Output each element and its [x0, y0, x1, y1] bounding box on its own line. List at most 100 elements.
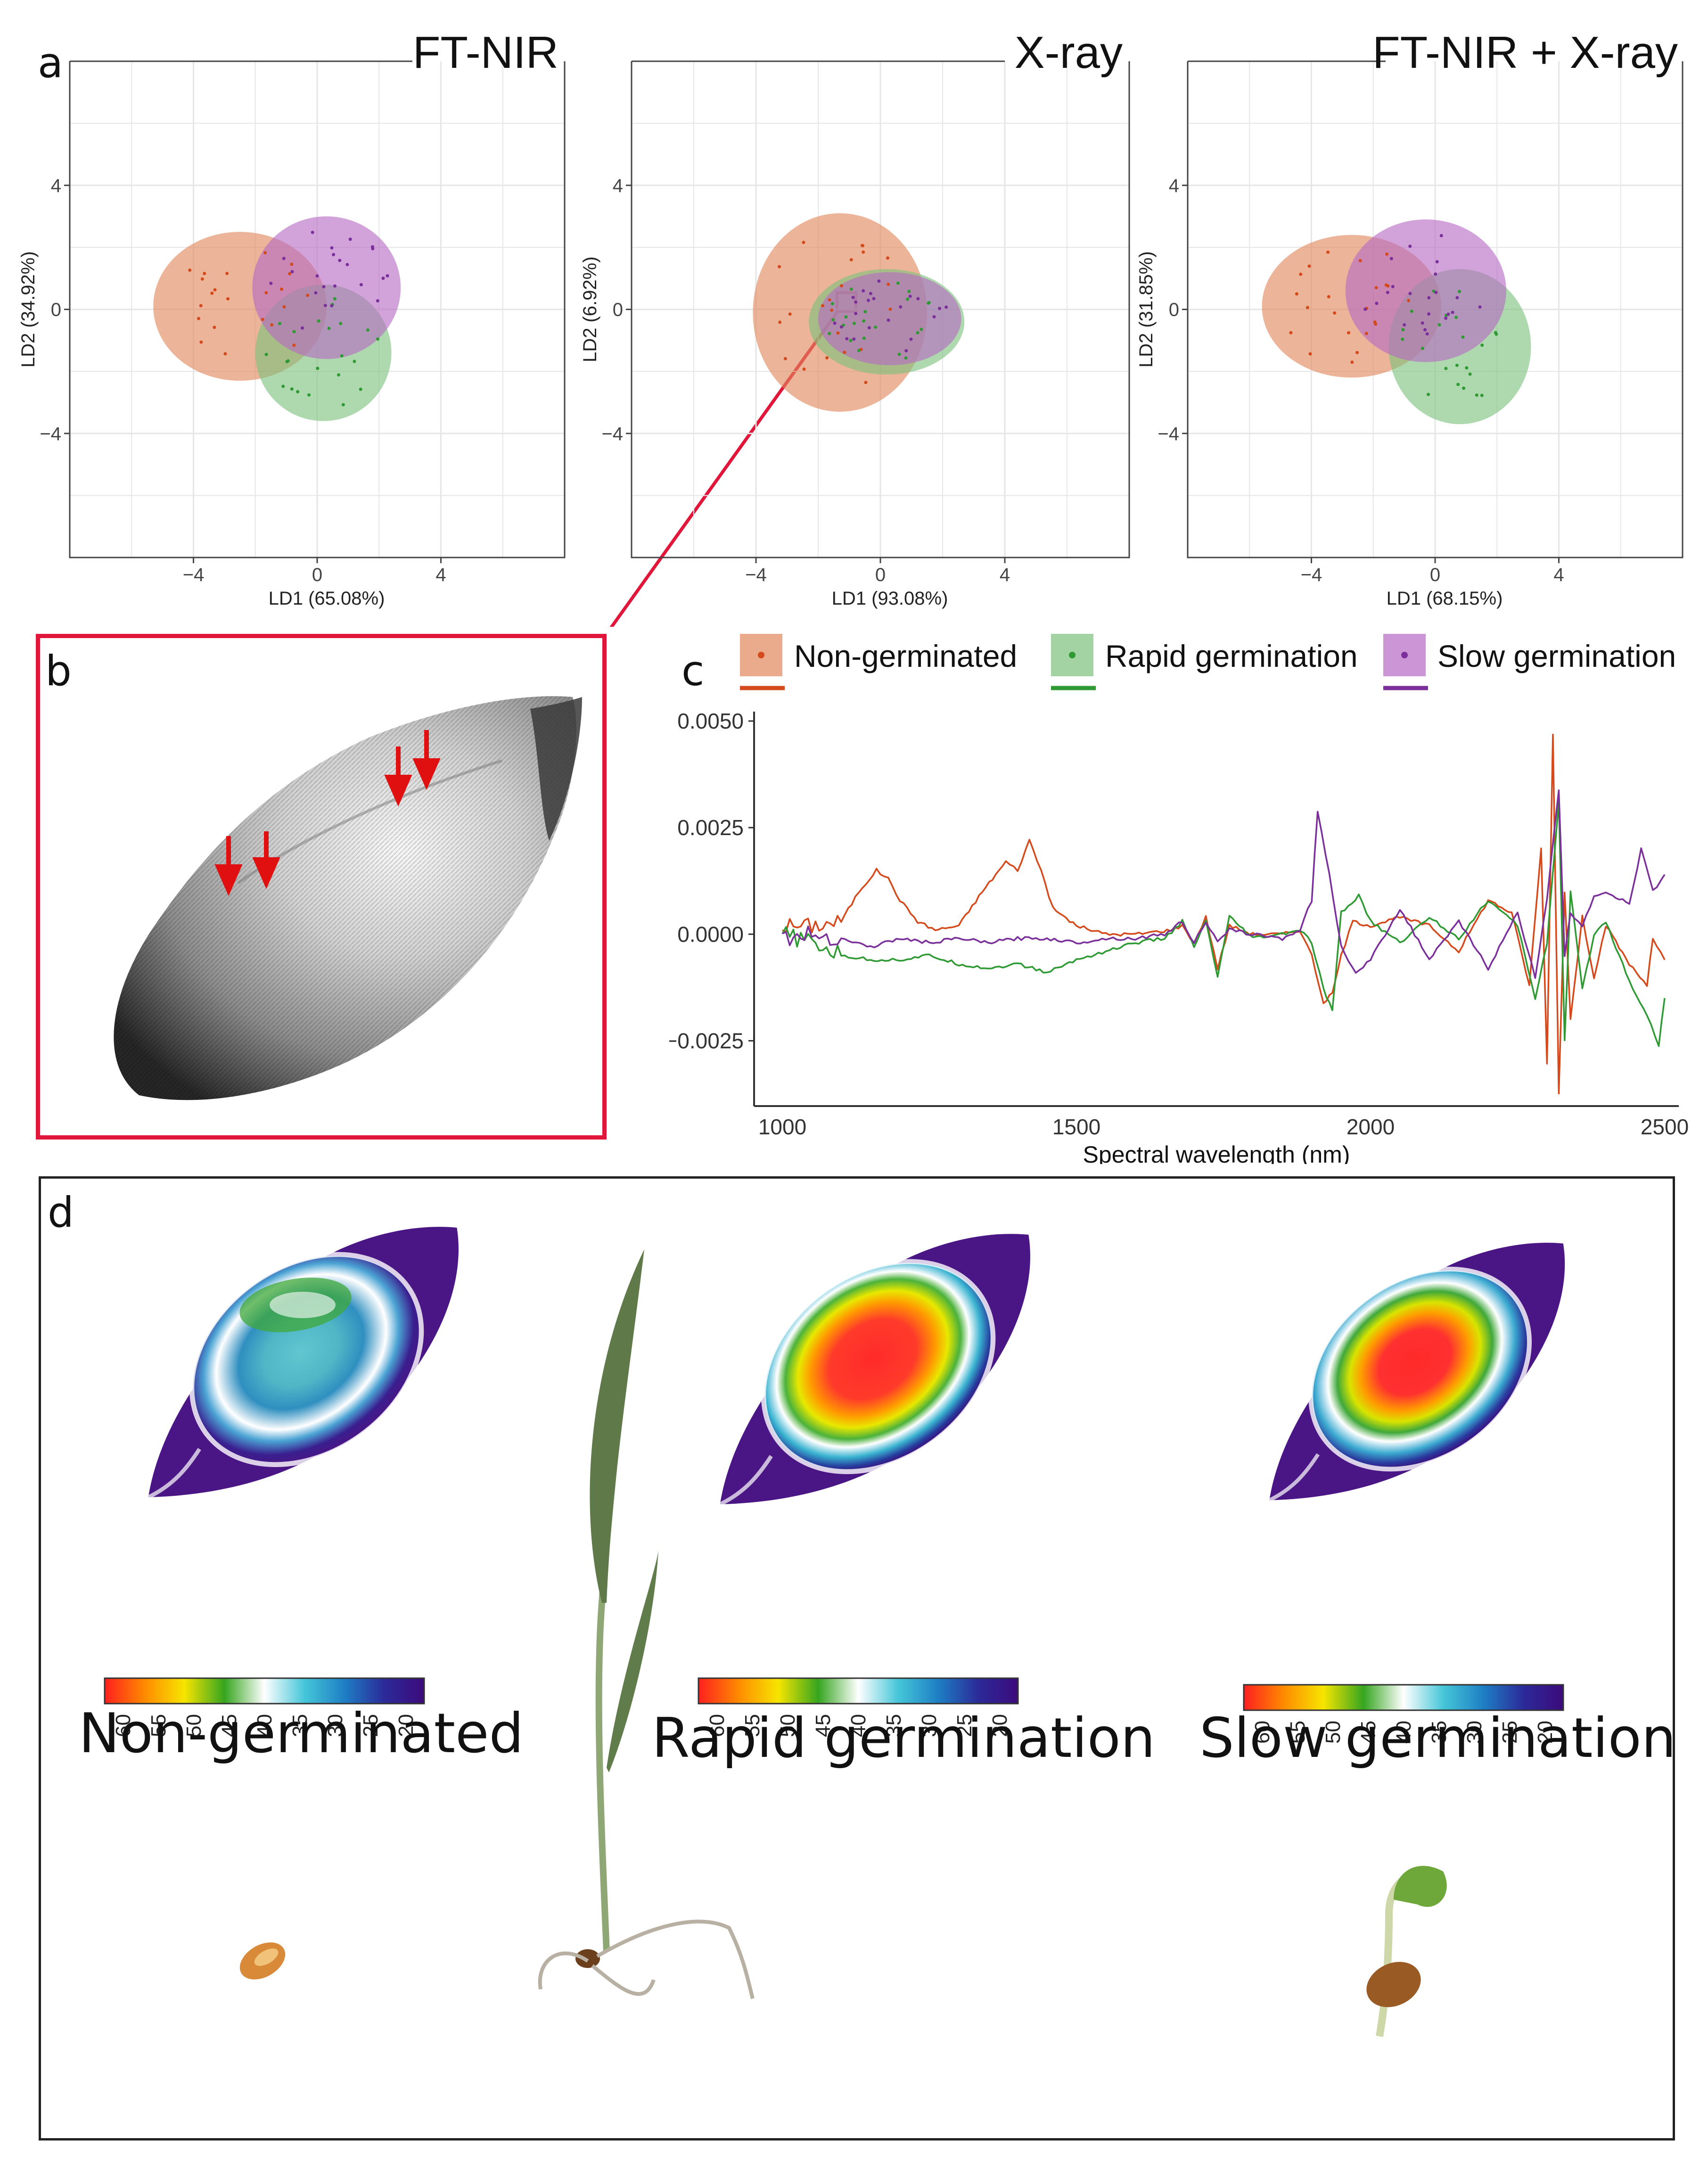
data-point: [290, 387, 294, 391]
data-point: [1456, 383, 1460, 386]
data-point: [1437, 323, 1441, 327]
lda-x-axis-label: LD1 (68.15%): [1387, 588, 1503, 609]
colorbar-tick-label: 30: [324, 1714, 347, 1737]
data-point: [261, 318, 264, 321]
data-point: [1375, 302, 1379, 305]
data-point: [333, 297, 337, 301]
x-tick-label: 1500: [1052, 1115, 1100, 1139]
data-point: [338, 259, 342, 262]
data-point: [332, 253, 336, 256]
data-point: [916, 297, 920, 301]
data-point: [927, 301, 931, 304]
data-point: [1465, 366, 1469, 370]
data-point: [371, 247, 375, 251]
data-point: [778, 265, 781, 269]
colorbar-tick-label: 35: [288, 1714, 312, 1737]
lda-plots: FT-NIR −4 0 4 4 0 −4 LD1 (65.08%) LD2 (34.92%) X-…: [18, 27, 1683, 627]
data-point: [854, 312, 858, 315]
colorbar-tick-label: 25: [359, 1714, 382, 1737]
legend-label: Rapid germination: [1105, 639, 1358, 673]
colorbar-0: 60 55 50 45 40 35 30 25 20: [104, 1677, 425, 1737]
plant-seed: [575, 1949, 600, 1968]
colorbar-tick-label: 50: [182, 1714, 205, 1737]
data-point: [1374, 286, 1378, 289]
data-point: [307, 393, 311, 397]
data-point: [1427, 296, 1431, 300]
data-point: [359, 387, 362, 391]
data-point: [887, 318, 890, 322]
data-point: [866, 298, 870, 302]
data-point: [869, 292, 872, 295]
slow-sprout-seed: [1366, 1961, 1421, 2008]
data-point: [345, 262, 349, 266]
data-point: [1434, 290, 1438, 294]
spectrum-line-slow-germination: [782, 789, 1666, 979]
x-tick-label: 4: [1000, 565, 1010, 585]
colorbar-tick-label: 55: [1286, 1721, 1309, 1744]
colorbar-tick-label: 40: [253, 1714, 276, 1737]
data-point: [1403, 323, 1406, 327]
spectra-chart: Non-germinated Rapid germination Slow germ…: [669, 634, 1689, 1164]
data-point: [840, 284, 844, 287]
data-point: [1475, 393, 1478, 397]
data-point: [279, 287, 283, 291]
plant-leaf-short: [607, 1551, 658, 1772]
colorbar-1: 60 55 50 45 40 35 30 25 20: [698, 1677, 1019, 1737]
data-point: [862, 319, 866, 323]
data-point: [225, 271, 229, 275]
y-tick-label: 4: [51, 175, 61, 196]
data-point: [292, 344, 296, 347]
y-tick-label: 0: [51, 300, 61, 320]
data-point: [290, 262, 294, 266]
colorbar-tick-label: 55: [147, 1714, 170, 1737]
data-point: [1374, 322, 1378, 326]
data-point: [852, 321, 856, 325]
data-point: [1385, 252, 1389, 256]
heatmap-drawings: 60 55 50 45 40 35 30 25 20 60 55 50 45 40 35 30 25 20 60 55…: [104, 1227, 1565, 2037]
seed-highlight: [254, 1948, 279, 1966]
y-tick-label: 0.0025: [677, 815, 744, 840]
lda-plot-2: FT-NIR + X-ray −4 0 4 4 0 −4 LD1 (68.15%) LD2 (3…: [1136, 27, 1683, 609]
data-point: [944, 305, 948, 309]
lda-y-axis-label: LD2 (31.85%): [1136, 251, 1157, 368]
colorbar-tick-label: 30: [918, 1714, 941, 1737]
panel-label-c: c: [682, 647, 705, 695]
data-point: [1439, 234, 1443, 238]
x-tick-label: 1000: [758, 1115, 806, 1139]
data-point: [1455, 296, 1459, 300]
data-point: [1461, 335, 1465, 339]
data-point: [1295, 292, 1298, 296]
data-point: [197, 317, 200, 320]
panel-label-d: d: [48, 1188, 74, 1237]
data-point: [270, 323, 274, 327]
red-arrows: [214, 730, 441, 896]
seed-embryo-edge: [147, 1448, 201, 1499]
data-point: [376, 299, 379, 303]
colorbar-tick-label: 60: [1251, 1721, 1274, 1744]
data-point: [849, 287, 853, 291]
data-point: [839, 325, 843, 329]
spectrum-line-non-germinated: [782, 733, 1666, 1095]
data-point: [376, 337, 380, 341]
data-point: [282, 256, 286, 260]
data-point: [877, 279, 881, 283]
data-point: [830, 308, 834, 312]
y-tick-label: 4: [1169, 175, 1179, 196]
data-point: [366, 328, 370, 332]
data-point: [1363, 307, 1367, 311]
data-point: [802, 240, 805, 244]
data-point: [1384, 283, 1388, 287]
data-point: [330, 246, 334, 250]
data-point: [1421, 346, 1424, 350]
data-point: [1435, 260, 1439, 263]
seed-heatmap-rapid-germination: [719, 1234, 1030, 1506]
data-point: [1389, 257, 1393, 261]
data-point: [862, 250, 865, 254]
data-point: [1480, 394, 1484, 397]
legend-label: Non-germinated: [794, 639, 1017, 673]
colorbar-tick-label: 55: [741, 1714, 764, 1737]
data-point: [386, 274, 389, 278]
lda-plot-title: FT-NIR: [413, 27, 558, 78]
data-point: [1446, 312, 1450, 316]
data-point: [223, 352, 227, 356]
